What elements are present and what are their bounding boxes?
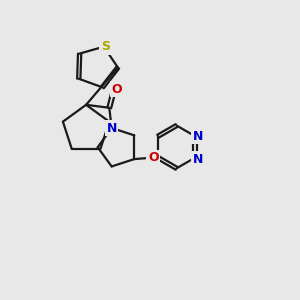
Text: O: O [111,82,122,96]
Text: O: O [148,151,159,164]
Text: N: N [193,153,203,166]
Text: S: S [101,40,110,53]
Text: N: N [193,130,203,143]
Text: N: N [106,122,117,134]
